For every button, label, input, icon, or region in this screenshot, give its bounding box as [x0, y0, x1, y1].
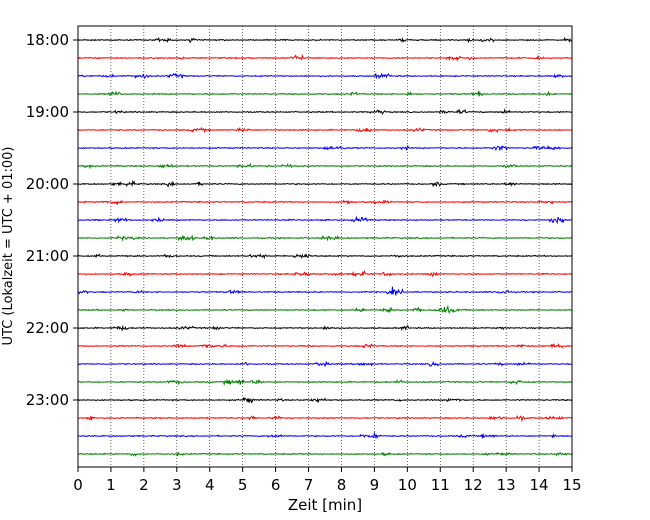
x-tick-label: 6	[271, 476, 281, 494]
seismic-trace	[77, 304, 573, 315]
y-tick-label: 21:00	[26, 247, 69, 265]
x-axis-ticks: 0 1 2 3 4 5 6 7 8 9 10 11 12 13 14 15	[73, 467, 582, 494]
seismic-trace	[77, 431, 573, 440]
x-tick-label: 2	[139, 476, 149, 494]
x-tick-label: 0	[73, 476, 83, 494]
y-axis-ticks: 18:00 19:00 20:00 21:00 22:00 23:00	[26, 31, 78, 409]
x-tick-label: 8	[337, 476, 347, 494]
x-tick-label: 12	[464, 476, 483, 494]
x-axis-label: Zeit [min]	[288, 496, 362, 514]
seismic-traces	[77, 36, 573, 457]
y-axis-label: UTC (Lokalzeit = UTC + 01:00)	[1, 147, 16, 346]
seismic-trace	[77, 53, 573, 63]
seismic-trace	[77, 162, 573, 170]
seismic-trace	[77, 215, 573, 225]
x-tick-label: 11	[431, 476, 450, 494]
x-tick-label: 4	[205, 476, 215, 494]
y-tick-label: 23:00	[26, 391, 69, 409]
seismic-trace	[77, 415, 573, 423]
x-tick-label: 15	[562, 476, 581, 494]
seismic-trace	[77, 324, 573, 332]
seismic-trace	[77, 89, 573, 97]
y-tick-label: 22:00	[26, 319, 69, 337]
y-tick-label: 18:00	[26, 31, 69, 49]
grid-lines	[110, 26, 540, 467]
x-tick-label: 13	[497, 476, 516, 494]
seismic-trace	[77, 378, 573, 387]
x-tick-label: 1	[106, 476, 116, 494]
plot-frame	[77, 25, 573, 468]
seismic-trace	[77, 36, 573, 44]
x-tick-label: 14	[530, 476, 549, 494]
seismic-trace	[77, 144, 573, 152]
seismic-trace	[77, 234, 573, 243]
seismic-trace	[77, 451, 573, 457]
y-tick-label: 20:00	[26, 175, 69, 193]
x-tick-label: 3	[172, 476, 182, 494]
seismic-trace	[77, 108, 573, 116]
x-tick-label: 7	[304, 476, 314, 494]
seismic-trace	[77, 270, 573, 278]
x-tick-label: 9	[370, 476, 380, 494]
y-tick-label: 19:00	[26, 103, 69, 121]
seismic-trace	[77, 286, 573, 296]
seismic-trace	[77, 361, 573, 368]
seismic-trace	[77, 126, 573, 134]
x-tick-label: 5	[238, 476, 248, 494]
x-tick-label: 10	[398, 476, 417, 494]
seismic-trace	[77, 199, 573, 206]
seismic-trace	[77, 179, 573, 188]
seismic-trace	[77, 396, 573, 404]
seismic-trace	[77, 72, 573, 80]
seismic-trace	[77, 253, 573, 260]
seismic-trace	[77, 343, 573, 349]
